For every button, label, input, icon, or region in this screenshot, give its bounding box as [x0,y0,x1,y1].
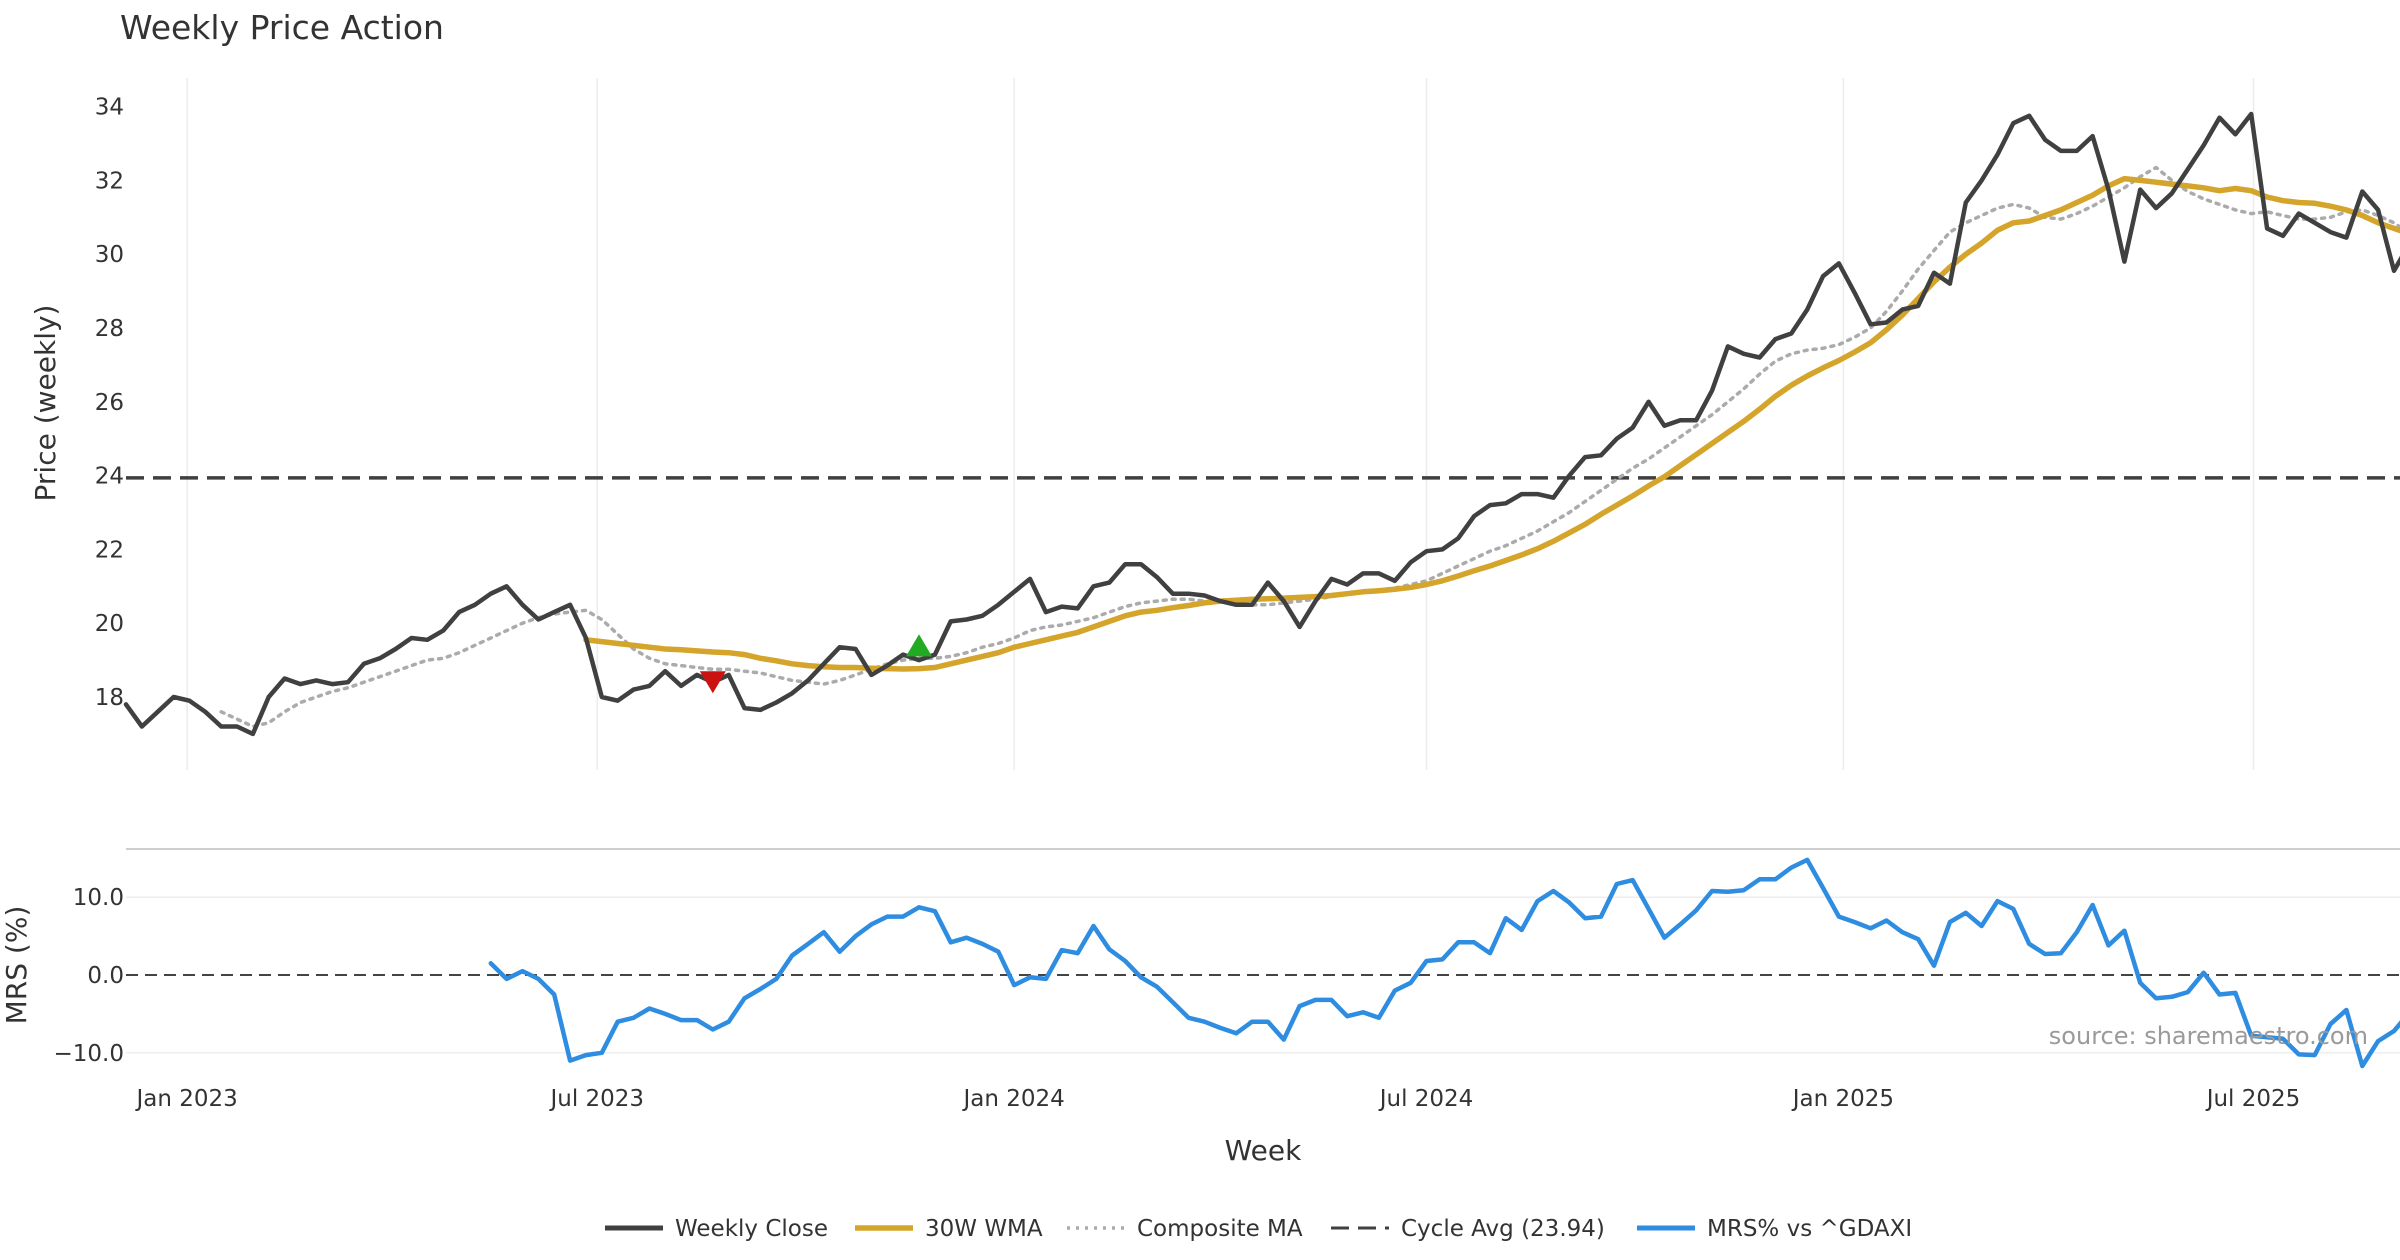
legend-label-weekly-close: Weekly Close [675,1216,828,1242]
legend-label-mrs-vs-gdaxi: MRS% vs ^GDAXI [1707,1216,1912,1242]
wma-30w-line [583,175,2400,672]
mrs-y-tick-1: 0.0 [87,963,124,989]
weekly-close-line [123,111,2400,737]
chart-title: Weekly Price Action [120,8,444,47]
legend: Weekly Close 30W WMA Composite MA Cycle Avg… [605,1216,1912,1242]
mrs-y-tick-2: −10.0 [54,1041,124,1067]
vertical-gridlines [186,78,2255,770]
price-y-tick-24: 24 [95,464,124,490]
composite-ma-line [219,165,2400,729]
price-axis-label: Price (weekly) [29,305,62,502]
x-tick-labels: Jan 2023 Jul 2023 Jan 2024 Jul 2024 Jan 2025… [135,1086,2301,1112]
price-y-tick-34: 34 [95,95,124,121]
x-tick-jan-2025: Jan 2025 [1791,1086,1894,1112]
price-y-tick-28: 28 [95,316,124,342]
x-tick-jan-2024: Jan 2024 [962,1086,1065,1112]
x-tick-jul-2024: Jul 2024 [1378,1086,1474,1112]
mrs-y-tick-0: 10.0 [73,885,124,911]
y-tick-labels: 18 20 22 24 26 28 30 32 34 10.0 0.0 −10.0 [54,95,124,1067]
x-axis-label: Week [1225,1134,1302,1167]
mrs-line [488,857,2400,1069]
legend-label-cycle-avg-23-94: Cycle Avg (23.94) [1401,1216,1605,1242]
x-tick-jan-2023: Jan 2023 [135,1086,238,1112]
source-watermark: source: sharemaestro.com [2049,1022,2368,1050]
price-y-tick-22: 22 [95,537,124,563]
legend-label-composite-ma: Composite MA [1137,1216,1303,1242]
price-y-tick-18: 18 [95,685,124,711]
x-tick-jul-2025: Jul 2025 [2205,1086,2301,1112]
signal-markers [699,634,932,694]
mrs-axis-label: MRS (%) [0,906,33,1025]
price-y-tick-30: 30 [95,242,124,268]
price-y-tick-26: 26 [95,390,124,416]
price-y-tick-32: 32 [95,168,124,194]
sell-signal-marker [699,671,726,694]
panel-divider [126,848,2400,1054]
price-y-tick-20: 20 [95,611,124,637]
plot-series [123,111,2400,1069]
x-tick-jul-2023: Jul 2023 [548,1086,644,1112]
reference-lines [126,476,2400,976]
legend-label-30w-wma: 30W WMA [925,1216,1043,1242]
buy-signal-marker [906,634,932,657]
